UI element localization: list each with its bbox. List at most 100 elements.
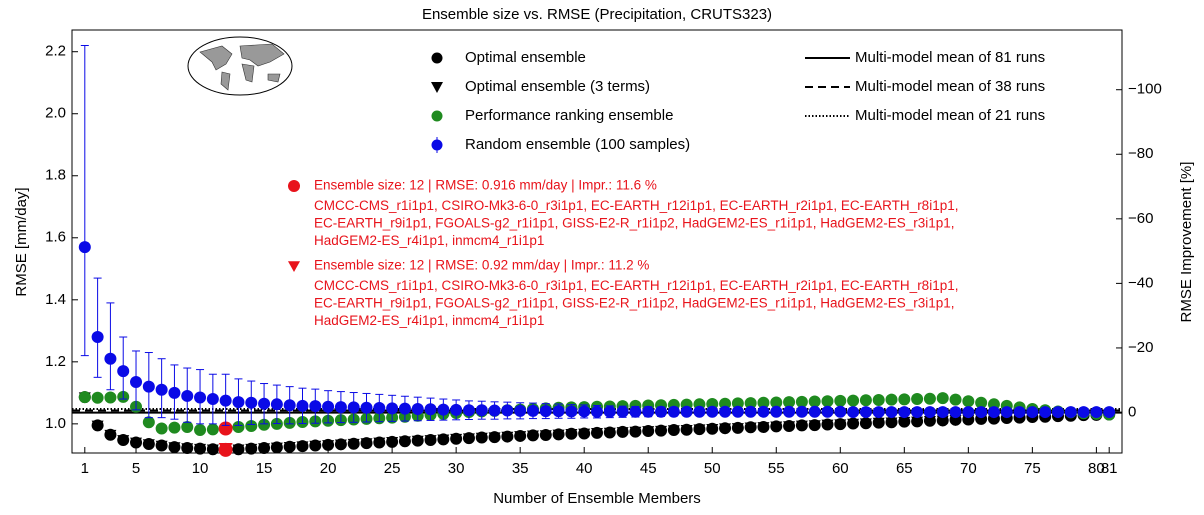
point xyxy=(591,405,603,418)
point xyxy=(744,405,757,418)
point xyxy=(693,405,706,418)
point xyxy=(334,401,347,414)
point xyxy=(898,415,911,428)
y2-tick-label: −20 xyxy=(1128,339,1153,356)
x-tick-label: 50 xyxy=(704,460,721,477)
point xyxy=(911,415,924,428)
point xyxy=(821,418,834,431)
point xyxy=(218,442,233,457)
y-tick-label: 2.2 xyxy=(45,43,66,60)
point xyxy=(539,429,552,442)
annotation-text: CMCC-CMS_r1i1p1, CSIRO-Mk3-6-0_r3i1p1, E… xyxy=(314,198,958,213)
point xyxy=(719,422,732,435)
point xyxy=(770,405,783,418)
point xyxy=(373,436,386,449)
point xyxy=(872,393,885,406)
x-tick-label: 1 xyxy=(81,460,89,477)
point xyxy=(258,442,271,455)
point xyxy=(680,405,693,418)
x-tick-label: 55 xyxy=(768,460,785,477)
x-tick-label: 10 xyxy=(192,460,209,477)
point xyxy=(270,398,283,411)
point xyxy=(232,443,245,456)
point xyxy=(91,331,104,344)
point xyxy=(78,391,91,404)
point xyxy=(808,395,821,408)
point xyxy=(834,394,847,407)
y-tick-label: 2.0 xyxy=(45,105,66,122)
point xyxy=(168,386,181,399)
point xyxy=(821,405,834,418)
point xyxy=(501,404,514,417)
point xyxy=(872,416,885,429)
point xyxy=(386,402,399,415)
y2-tick-label: −40 xyxy=(1128,274,1153,291)
point xyxy=(898,393,911,406)
point xyxy=(322,438,335,451)
y2-tick-label: −60 xyxy=(1128,210,1153,227)
point xyxy=(104,352,117,365)
point xyxy=(667,424,680,437)
annotation-text: HadGEM2-ES_r4i1p1, inmcm4_r1i1p1 xyxy=(314,233,544,248)
y2-tick-label: 0 xyxy=(1128,403,1136,420)
point xyxy=(206,393,219,406)
point xyxy=(155,422,168,435)
point xyxy=(795,419,808,432)
annotation-text: Ensemble size: 12 | RMSE: 0.92 mm/day | … xyxy=(314,258,649,273)
point xyxy=(552,405,565,418)
x-tick-label: 60 xyxy=(832,460,849,477)
point xyxy=(206,423,219,436)
point xyxy=(142,438,155,451)
point xyxy=(655,405,668,418)
error-bar xyxy=(93,277,102,378)
y2-tick-label: −100 xyxy=(1128,81,1162,98)
point xyxy=(923,392,936,405)
point xyxy=(514,429,527,442)
x-tick-label: 35 xyxy=(512,460,529,477)
point xyxy=(949,393,962,406)
point xyxy=(911,406,924,419)
x-tick-label: 5 xyxy=(132,460,140,477)
point xyxy=(795,405,808,418)
point xyxy=(1103,406,1116,419)
point xyxy=(501,430,514,443)
point xyxy=(680,423,693,436)
point xyxy=(398,435,411,448)
y-tick-label: 1.6 xyxy=(45,229,66,246)
point xyxy=(475,404,488,417)
point xyxy=(386,435,399,448)
point xyxy=(526,404,539,417)
point xyxy=(104,428,117,441)
point xyxy=(936,392,949,405)
point xyxy=(245,396,258,409)
point xyxy=(117,433,130,446)
point xyxy=(847,406,860,419)
point xyxy=(706,422,719,435)
point xyxy=(309,439,322,452)
point xyxy=(117,365,130,378)
point xyxy=(783,405,796,418)
point xyxy=(373,402,386,415)
y-tick-label: 1.8 xyxy=(45,167,66,184)
point xyxy=(603,426,616,439)
point xyxy=(757,405,770,418)
point xyxy=(526,429,539,442)
x-tick-label: 15 xyxy=(256,460,273,477)
annotation-text: HadGEM2-ES_r4i1p1, inmcm4_r1i1p1 xyxy=(314,313,544,328)
point xyxy=(885,393,898,406)
point xyxy=(450,432,463,445)
point xyxy=(655,424,668,437)
point xyxy=(181,442,194,455)
point xyxy=(245,420,258,433)
point xyxy=(194,424,207,437)
x-tick-label: 81 xyxy=(1101,460,1118,477)
point xyxy=(783,396,796,409)
point xyxy=(847,394,860,407)
point xyxy=(1064,406,1077,419)
point xyxy=(757,420,770,433)
legend-label: Multi-model mean of 81 runs xyxy=(855,49,1045,66)
point xyxy=(795,395,808,408)
x-tick-label: 40 xyxy=(576,460,593,477)
point xyxy=(130,375,143,388)
